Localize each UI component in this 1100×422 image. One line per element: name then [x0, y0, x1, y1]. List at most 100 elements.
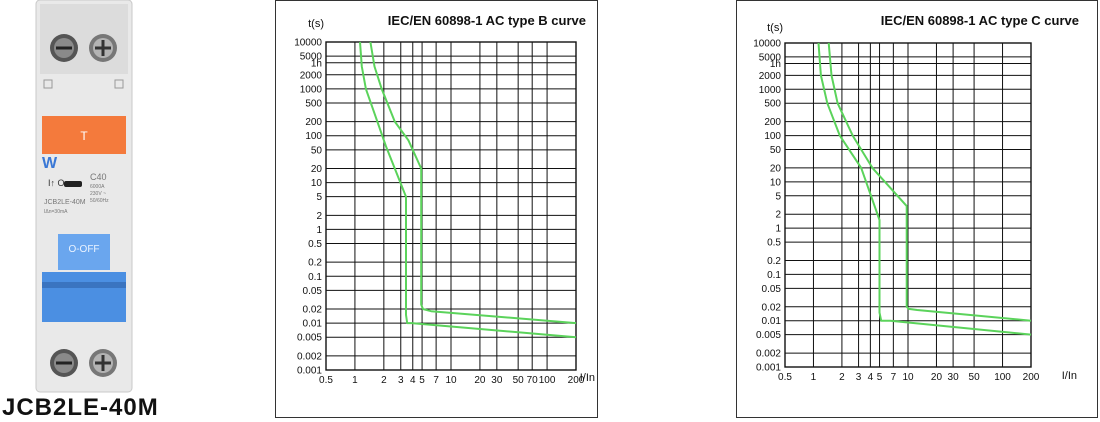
y-tick-label: 5000: [300, 52, 323, 63]
residual-text: IΔn=30mA: [44, 209, 68, 215]
y-tick-label: 2000: [759, 71, 782, 82]
brand-logo: W: [42, 155, 58, 172]
y-tick-label: 10: [770, 177, 782, 188]
voltage-text: 230V ~: [90, 191, 106, 197]
x-tick-label: 4: [410, 375, 416, 386]
y-tick-label: 2: [775, 210, 781, 221]
y-tick-label: 20: [311, 164, 323, 175]
y-tick-label: 10000: [753, 39, 781, 50]
product-image: T W I↑ O C40 6000A 230V ~ 50/60Hz JCB2LE…: [0, 0, 200, 421]
y-tick-label: 0.1: [767, 270, 781, 281]
top-left-screw-icon: [50, 34, 78, 62]
y-tick-label: 0.05: [762, 284, 782, 295]
bottom-left-screw-icon: [50, 349, 78, 377]
chart-type-b: IEC/EN 60898-1 AC type B curve t(s) I/In…: [294, 13, 595, 386]
x-tick-label: 70: [527, 375, 539, 386]
x-tick-label: 5: [877, 372, 883, 383]
y-tick-label: 0.01: [303, 319, 323, 330]
x-axis-label: I/In: [580, 372, 595, 384]
current-text: 6000A: [90, 184, 105, 190]
y-tick-label: 500: [305, 98, 322, 109]
y-tick-label: 200: [305, 117, 322, 128]
lever-ridge: [42, 282, 126, 288]
y-tick-label: 1000: [300, 84, 323, 95]
x-tick-label: 7: [433, 375, 439, 386]
breaker-illustration: T W I↑ O C40 6000A 230V ~ 50/60Hz JCB2LE…: [35, 0, 133, 393]
x-tick-label: 10: [445, 375, 457, 386]
product-name: JCB2LE-40M: [2, 394, 159, 421]
y-tick-label: 0.1: [308, 272, 322, 283]
switch-label: O-OFF: [68, 244, 99, 255]
trip-curve-upper: [827, 42, 1032, 322]
test-button-label: T: [80, 129, 88, 143]
y-tick-label: 0.05: [303, 286, 323, 297]
model-text: JCB2LE-40M: [44, 199, 86, 206]
x-tick-label: 100: [994, 372, 1011, 383]
y-tick-label: 1: [775, 224, 781, 235]
x-tick-label: 50: [513, 375, 525, 386]
y-tick-label: 10000: [294, 38, 322, 49]
x-tick-label: 4: [868, 372, 874, 383]
y-tick-label: 1: [316, 225, 322, 236]
y-tick-label: 20: [770, 163, 782, 174]
x-tick-label: 2: [839, 372, 845, 383]
y-tick-label: 50: [311, 145, 323, 156]
x-tick-label: 2: [381, 375, 387, 386]
y-tick-label: 0.2: [767, 256, 781, 267]
y-tick-label: 200: [764, 117, 781, 128]
x-tick-label: 30: [491, 375, 503, 386]
y-tick-label: 0.2: [308, 258, 322, 269]
x-tick-label: 200: [568, 375, 585, 386]
y-tick-label: 0.02: [762, 302, 782, 313]
rating-text: C40: [90, 172, 107, 182]
y-tick-label: 1000: [759, 85, 782, 96]
chart-title: IEC/EN 60898-1 AC type B curve: [388, 13, 586, 28]
y-tick-label: 10: [311, 178, 323, 189]
x-tick-label: 20: [474, 375, 486, 386]
chart-panel-type-b: IEC/EN 60898-1 AC type B curve t(s) I/In…: [275, 0, 598, 418]
y-tick-label: 5: [316, 192, 322, 203]
y-tick-label: 0.5: [767, 238, 781, 249]
x-tick-label: 1: [811, 372, 817, 383]
x-tick-label: 3: [856, 372, 862, 383]
y-axis-label: t(s): [767, 22, 783, 34]
trip-curve-upper: [369, 41, 577, 325]
x-tick-label: 0.5: [319, 375, 333, 386]
y-tick-label: 2000: [300, 70, 323, 81]
trip-curve-lower: [817, 42, 1032, 336]
x-tick-label: 200: [1023, 372, 1040, 383]
on-off-symbol-icon: I↑ O: [48, 178, 65, 188]
x-axis-label: I/In: [1062, 370, 1077, 382]
y-tick-label: 50: [770, 145, 782, 156]
y-tick-label: 0.001: [756, 363, 781, 374]
y-tick-label: 0.005: [756, 330, 781, 341]
trip-curve-lower: [359, 41, 577, 339]
y-tick-label: 0.02: [303, 305, 323, 316]
chart-type-c: IEC/EN 60898-1 AC type C curve t(s) I/In…: [753, 13, 1079, 383]
y-tick-label: 0.005: [297, 333, 322, 344]
y-tick-label: 0.002: [756, 349, 781, 360]
test-button[interactable]: [42, 116, 126, 154]
y-tick-label: 1h: [770, 59, 781, 70]
y-tick-label: 0.001: [297, 366, 322, 377]
y-tick-label: 100: [764, 131, 781, 142]
x-tick-label: 7: [891, 372, 897, 383]
y-tick-label: 0.002: [297, 351, 322, 362]
x-tick-label: 1: [352, 375, 358, 386]
chart-title: IEC/EN 60898-1 AC type C curve: [881, 13, 1079, 28]
switch-lever[interactable]: [42, 272, 126, 322]
x-tick-label: 50: [969, 372, 981, 383]
marking-square: [43, 79, 53, 89]
top-right-screw-icon: [89, 34, 117, 62]
y-tick-label: 1h: [311, 58, 322, 69]
y-axis-label: t(s): [308, 18, 324, 30]
x-tick-label: 0.5: [778, 372, 792, 383]
y-tick-label: 500: [764, 99, 781, 110]
y-tick-label: 0.01: [762, 316, 782, 327]
x-tick-label: 20: [931, 372, 943, 383]
y-tick-label: 2: [316, 211, 322, 222]
chart-panel-type-c: IEC/EN 60898-1 AC type C curve t(s) I/In…: [736, 0, 1098, 418]
x-tick-label: 30: [948, 372, 960, 383]
y-tick-label: 5: [775, 191, 781, 202]
y-tick-label: 100: [305, 131, 322, 142]
